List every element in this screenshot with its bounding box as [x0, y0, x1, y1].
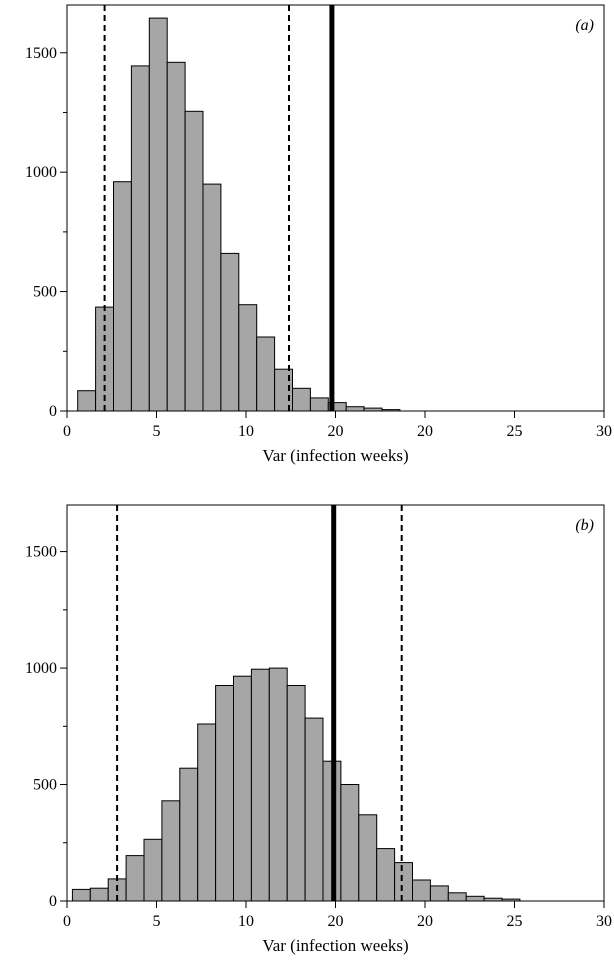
histogram-bar-a-6 — [184, 110, 204, 412]
histogram-bar-b-12 — [286, 685, 306, 902]
histogram-panel-a: 0 5 10 20 20 25 30 0 500 1000 1500 Var (infection w… — [25, 4, 612, 465]
histogram-bar-b-15 — [340, 784, 360, 902]
x-tick-label-a-1: 5 — [153, 423, 161, 440]
y-tick-label-b-2: 1000 — [25, 660, 57, 677]
histogram-bar-b-16 — [358, 814, 378, 902]
histogram-bar-a-15 — [345, 406, 365, 412]
histogram-bar-b-20 — [429, 885, 449, 902]
y-tick-label-b-0: 0 — [49, 893, 57, 910]
x-tick-label-b-3: 20 — [328, 913, 344, 930]
histogram-bar-b-8 — [215, 685, 235, 902]
panel-label-a: (a) — [575, 17, 594, 34]
x-tick-label-a-0: 0 — [63, 423, 71, 440]
histogram-bar-a-7 — [202, 183, 222, 412]
x-tick-label-a-4: 20 — [417, 423, 433, 440]
histogram-panel-b: 0 5 10 20 20 25 30 0 500 1000 1500 Var (infection w… — [25, 504, 612, 955]
histogram-bar-a-10 — [256, 336, 276, 412]
histogram-bar-a-5 — [166, 61, 186, 412]
x-axis-label-a: Var (infection weeks) — [262, 446, 408, 465]
x-tick-label-a-5: 25 — [507, 423, 523, 440]
histogram-bar-a-4 — [148, 17, 168, 412]
histogram-bar-b-4 — [143, 838, 163, 902]
x-tick-label-a-6: 30 — [596, 423, 612, 440]
histogram-bar-b-10 — [250, 668, 270, 902]
histogram-bar-a-0 — [77, 390, 97, 412]
x-tick-label-b-4: 20 — [417, 913, 433, 930]
histogram-bar-b-0 — [71, 888, 91, 902]
histogram-bar-b-17 — [376, 848, 396, 902]
y-tick-label-b-3: 1500 — [25, 544, 57, 561]
histogram-bar-b-6 — [179, 767, 199, 902]
x-tick-label-b-1: 5 — [153, 913, 161, 930]
histogram-bar-b-22 — [465, 895, 485, 902]
histogram-bar-a-3 — [130, 65, 150, 412]
y-tick-label-b-1: 500 — [33, 777, 57, 794]
histogram-bar-a-8 — [220, 252, 240, 412]
histogram-bar-a-2 — [113, 181, 132, 412]
panel-label-b: (b) — [575, 517, 594, 534]
x-tick-label-a-3: 20 — [328, 423, 344, 440]
histogram-bar-b-13 — [304, 717, 324, 902]
histogram-bar-b-18 — [394, 862, 414, 902]
histogram-bar-b-11 — [268, 667, 288, 902]
histogram-bar-a-12 — [292, 387, 311, 412]
x-axis-label-b: Var (infection weeks) — [262, 936, 408, 955]
x-tick-label-b-5: 25 — [507, 913, 523, 930]
histogram-bar-b-9 — [233, 675, 252, 902]
y-tick-label-a-2: 1000 — [25, 164, 57, 181]
y-tick-label-a-0: 0 — [49, 403, 57, 420]
x-tick-label-b-2: 10 — [238, 913, 254, 930]
y-tick-label-a-3: 1500 — [25, 45, 57, 62]
histogram-bar-b-19 — [412, 879, 431, 902]
histogram-bar-b-1 — [89, 887, 109, 902]
histogram-bar-a-13 — [309, 397, 329, 412]
histogram-bar-b-5 — [161, 800, 181, 902]
histogram-bar-b-21 — [447, 892, 467, 902]
x-tick-label-b-6: 30 — [596, 913, 612, 930]
histogram-bar-b-3 — [125, 855, 145, 902]
x-tick-label-a-2: 10 — [238, 423, 254, 440]
histogram-bar-b-7 — [197, 723, 217, 902]
x-tick-label-b-0: 0 — [63, 913, 71, 930]
y-tick-label-a-1: 500 — [33, 284, 57, 301]
histogram-bar-a-9 — [238, 304, 258, 412]
